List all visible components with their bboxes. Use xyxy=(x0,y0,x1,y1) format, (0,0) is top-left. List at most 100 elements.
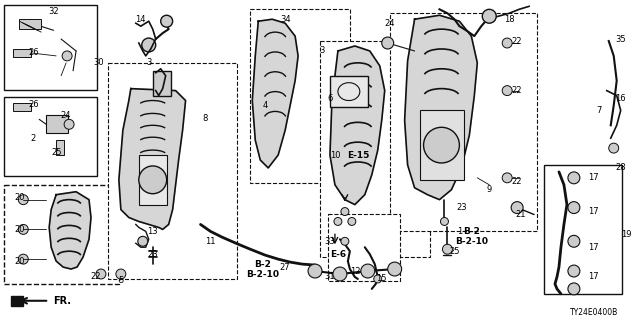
Circle shape xyxy=(568,235,580,247)
Circle shape xyxy=(333,267,347,281)
Bar xyxy=(328,213,399,281)
Text: 17: 17 xyxy=(589,207,599,216)
Text: 14: 14 xyxy=(136,15,146,24)
Text: 19: 19 xyxy=(621,230,632,239)
Circle shape xyxy=(502,38,512,48)
Text: 30: 30 xyxy=(93,58,104,67)
Bar xyxy=(4,5,97,90)
Polygon shape xyxy=(252,19,298,168)
Circle shape xyxy=(424,127,460,163)
Bar xyxy=(390,13,537,231)
Text: 13: 13 xyxy=(147,227,158,236)
Polygon shape xyxy=(404,15,477,200)
Text: 15: 15 xyxy=(376,275,387,284)
Text: 1: 1 xyxy=(457,227,462,236)
Text: 6: 6 xyxy=(327,94,333,103)
Circle shape xyxy=(308,264,322,278)
Text: 28: 28 xyxy=(616,164,626,172)
Circle shape xyxy=(381,37,394,49)
Bar xyxy=(250,9,350,183)
Text: 17: 17 xyxy=(589,243,599,252)
Circle shape xyxy=(64,119,74,129)
Circle shape xyxy=(568,172,580,184)
Circle shape xyxy=(348,218,356,225)
Bar xyxy=(13,49,31,57)
Text: 25: 25 xyxy=(449,247,460,256)
Text: 27: 27 xyxy=(280,263,291,272)
Bar xyxy=(4,185,119,284)
Text: 26: 26 xyxy=(28,100,38,109)
Circle shape xyxy=(388,262,402,276)
Bar xyxy=(46,116,68,133)
Text: 26: 26 xyxy=(28,48,38,57)
Text: 24: 24 xyxy=(61,111,71,120)
Text: 20: 20 xyxy=(14,225,24,234)
Circle shape xyxy=(502,173,512,183)
Text: B-2: B-2 xyxy=(254,260,271,268)
Text: 8: 8 xyxy=(203,114,208,123)
Text: E-15: E-15 xyxy=(347,150,369,160)
Text: 22: 22 xyxy=(91,272,101,282)
Bar xyxy=(56,140,64,155)
Polygon shape xyxy=(12,296,23,306)
Circle shape xyxy=(609,143,619,153)
Text: 17: 17 xyxy=(589,173,599,182)
Bar xyxy=(420,110,465,180)
Text: 23: 23 xyxy=(456,203,467,212)
Polygon shape xyxy=(49,192,91,269)
Text: FR.: FR. xyxy=(53,296,71,306)
Text: 35: 35 xyxy=(616,35,626,44)
Text: TY24E0400B: TY24E0400B xyxy=(570,308,619,317)
Text: 5: 5 xyxy=(118,276,124,285)
Text: 21: 21 xyxy=(516,210,526,219)
Text: 25: 25 xyxy=(51,148,61,156)
Bar xyxy=(139,155,166,204)
Circle shape xyxy=(142,38,156,52)
Circle shape xyxy=(374,275,381,283)
Text: 32: 32 xyxy=(48,7,58,16)
Text: 3: 3 xyxy=(319,46,324,55)
Text: 9: 9 xyxy=(486,185,492,194)
Text: 23: 23 xyxy=(147,250,158,259)
Text: 7: 7 xyxy=(596,106,602,115)
Text: E-6: E-6 xyxy=(330,250,346,259)
Circle shape xyxy=(116,269,126,279)
Circle shape xyxy=(334,218,342,225)
Circle shape xyxy=(568,265,580,277)
Text: 20: 20 xyxy=(14,193,24,202)
Text: 12: 12 xyxy=(349,267,360,276)
Text: 31: 31 xyxy=(324,272,335,282)
Text: 20: 20 xyxy=(14,257,24,266)
Circle shape xyxy=(19,254,28,264)
Text: 17: 17 xyxy=(589,272,599,282)
Bar xyxy=(4,97,97,176)
Circle shape xyxy=(361,264,375,278)
Circle shape xyxy=(161,15,173,27)
Text: 4: 4 xyxy=(262,101,268,110)
Text: 3: 3 xyxy=(146,58,152,67)
Text: 2: 2 xyxy=(31,134,36,143)
Circle shape xyxy=(19,195,28,204)
Text: 22: 22 xyxy=(512,86,522,95)
Bar xyxy=(19,19,41,29)
Text: 22: 22 xyxy=(512,36,522,45)
Text: B-2: B-2 xyxy=(463,227,480,236)
Text: 11: 11 xyxy=(205,237,216,246)
Polygon shape xyxy=(330,46,385,204)
Bar xyxy=(330,76,368,108)
Polygon shape xyxy=(119,89,186,229)
Text: 10: 10 xyxy=(330,150,340,160)
Bar xyxy=(153,71,171,96)
Text: 16: 16 xyxy=(616,94,626,103)
Circle shape xyxy=(138,236,148,246)
Circle shape xyxy=(483,9,496,23)
Circle shape xyxy=(139,166,166,194)
Circle shape xyxy=(19,224,28,234)
Circle shape xyxy=(62,51,72,61)
Text: B-2-10: B-2-10 xyxy=(455,237,488,246)
Circle shape xyxy=(502,86,512,96)
Text: 34: 34 xyxy=(280,15,291,24)
Text: 18: 18 xyxy=(504,15,515,24)
Circle shape xyxy=(341,208,349,215)
Bar xyxy=(108,63,237,279)
